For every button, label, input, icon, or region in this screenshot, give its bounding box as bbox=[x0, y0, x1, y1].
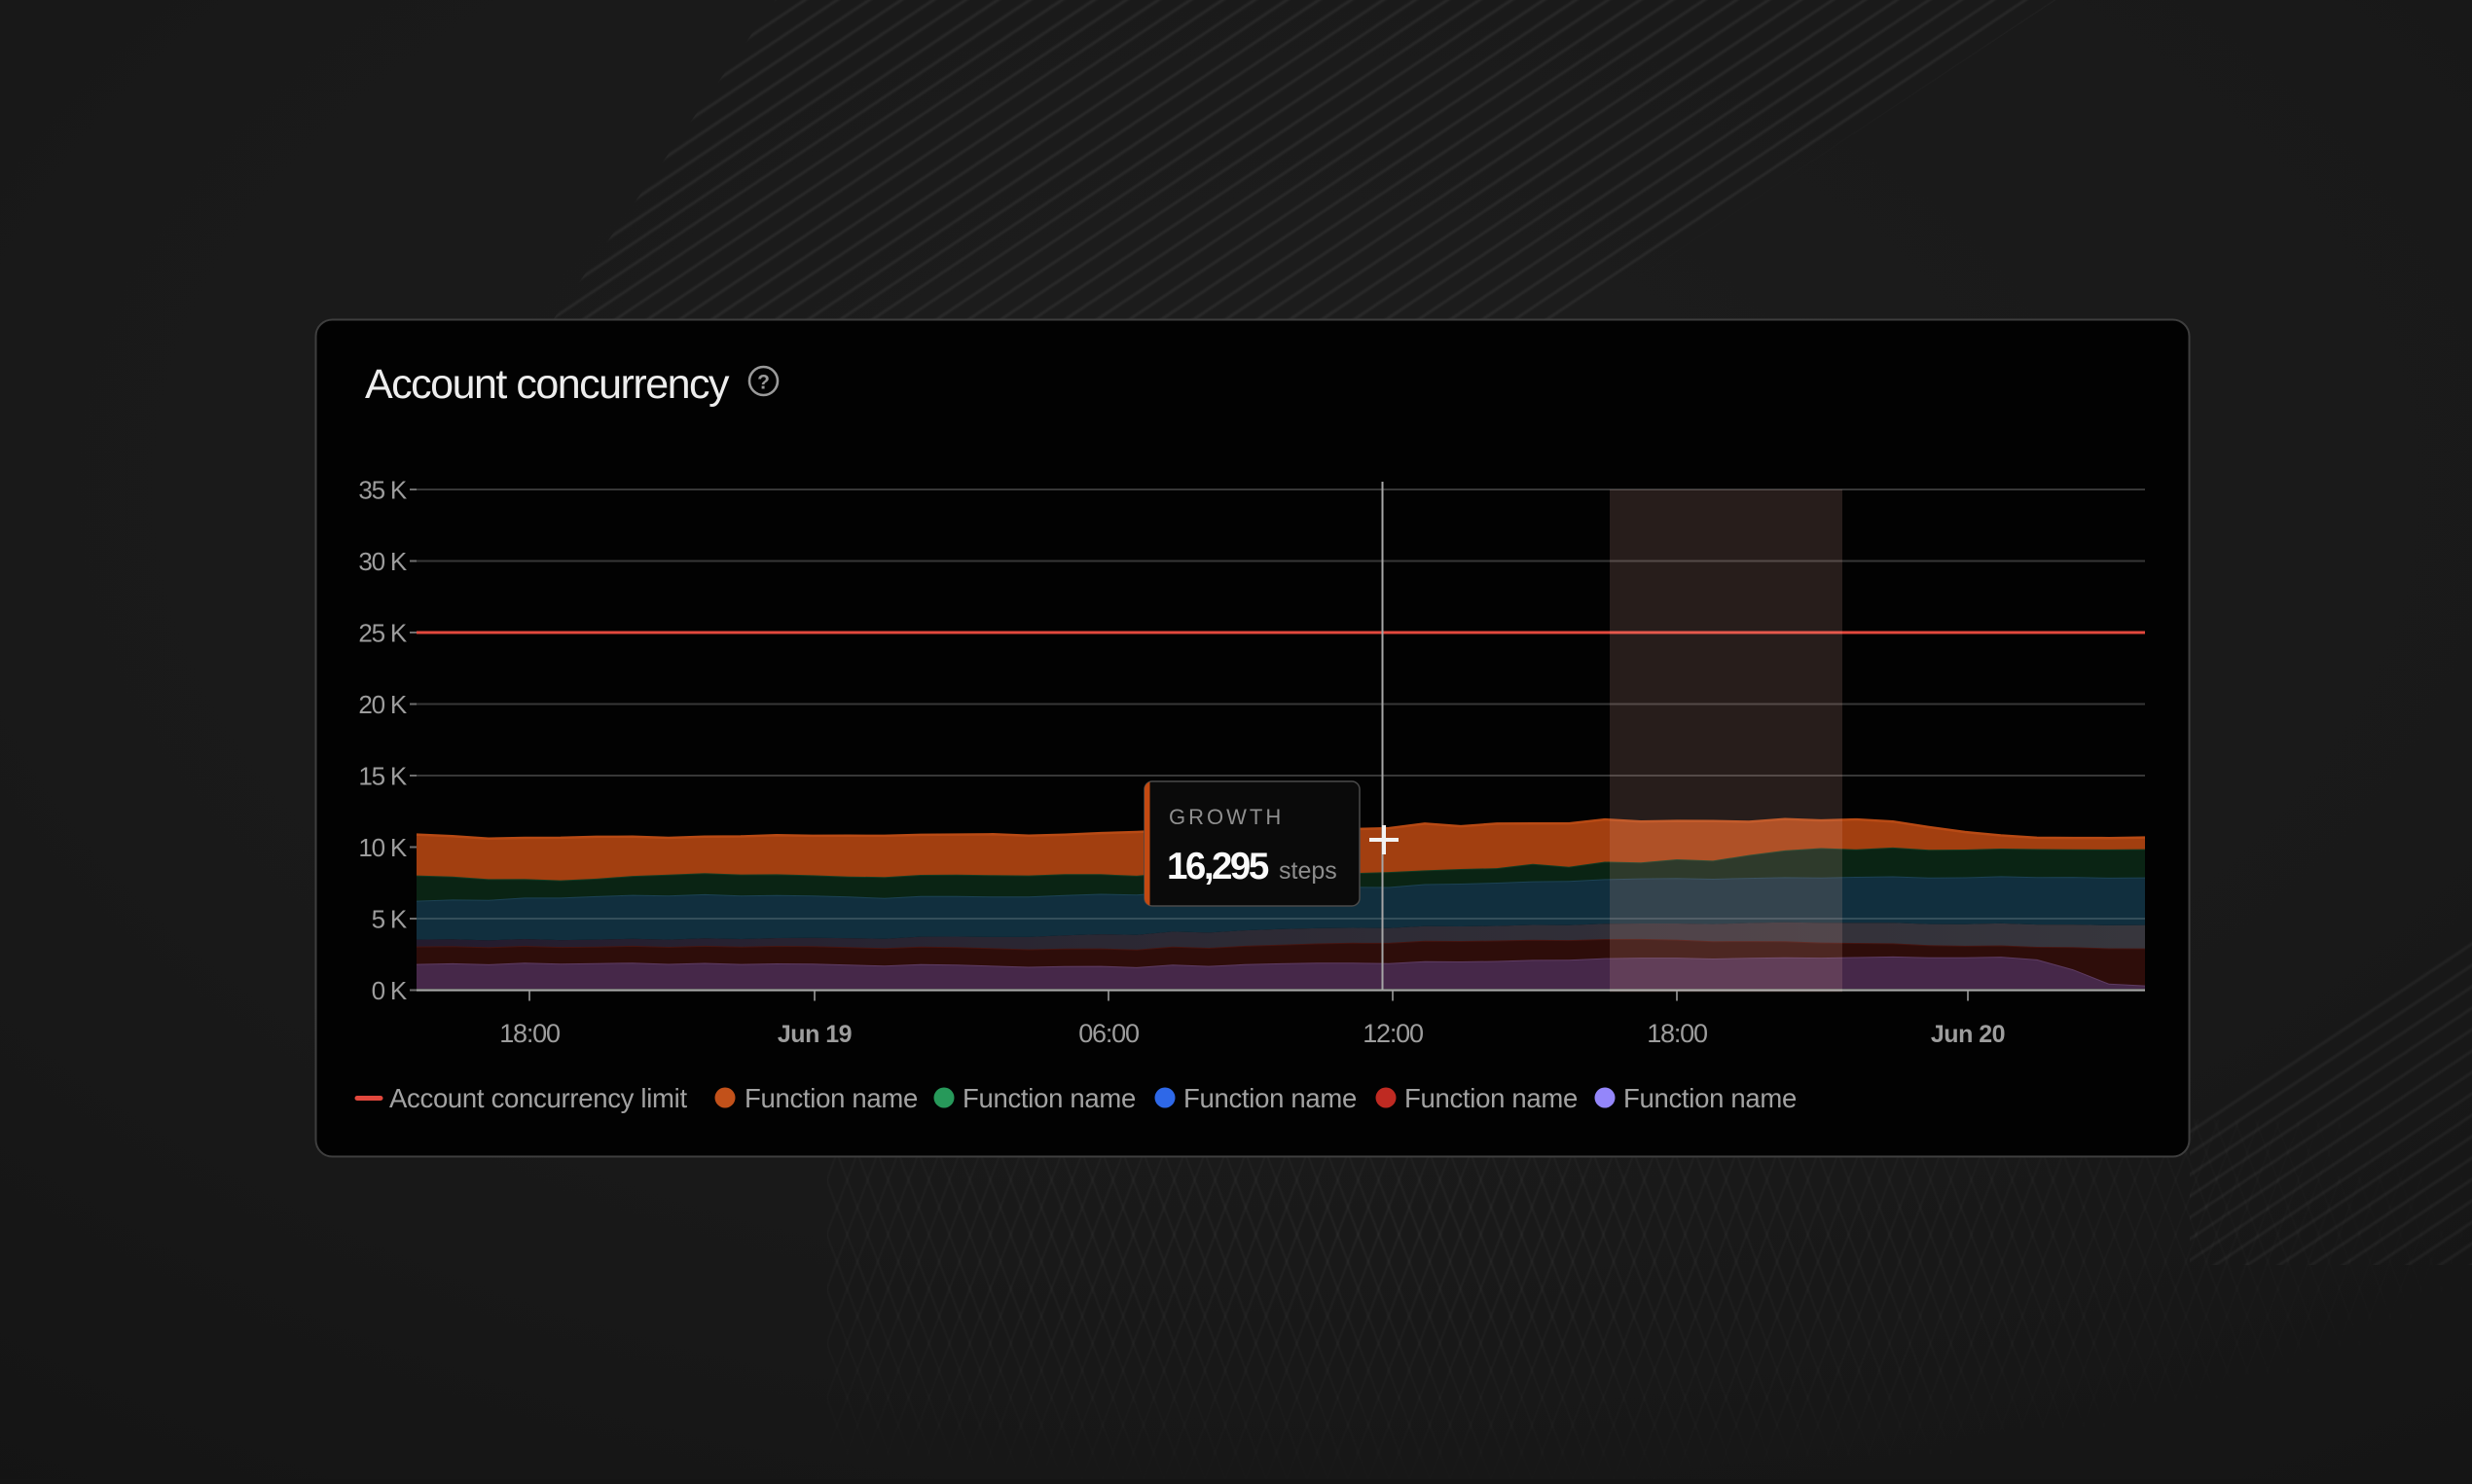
svg-text:Jun 19: Jun 19 bbox=[778, 1021, 852, 1048]
svg-text:5 K: 5 K bbox=[372, 905, 408, 934]
svg-text:Function name: Function name bbox=[745, 1083, 918, 1113]
svg-text:06:00: 06:00 bbox=[1078, 1019, 1139, 1048]
svg-text:30 K: 30 K bbox=[358, 547, 408, 576]
svg-text:18:00: 18:00 bbox=[1647, 1019, 1707, 1048]
svg-text:Function name: Function name bbox=[963, 1083, 1136, 1113]
svg-text:16,295: 16,295 bbox=[1167, 846, 1269, 887]
svg-text:35 K: 35 K bbox=[358, 476, 408, 505]
svg-text:Function name: Function name bbox=[1404, 1083, 1578, 1113]
svg-text:Account concurrency: Account concurrency bbox=[365, 361, 730, 408]
svg-text:25 K: 25 K bbox=[358, 619, 408, 648]
svg-text:Function name: Function name bbox=[1183, 1083, 1357, 1113]
svg-text:10 K: 10 K bbox=[358, 833, 408, 862]
svg-text:?: ? bbox=[757, 372, 770, 394]
svg-text:Account concurrency limit: Account concurrency limit bbox=[389, 1083, 687, 1113]
svg-text:20 K: 20 K bbox=[358, 690, 408, 719]
svg-text:15 K: 15 K bbox=[358, 762, 408, 791]
svg-text:GROWTH: GROWTH bbox=[1169, 805, 1284, 829]
svg-text:Jun 20: Jun 20 bbox=[1931, 1021, 2005, 1048]
svg-text:18:00: 18:00 bbox=[499, 1019, 560, 1048]
svg-text:steps: steps bbox=[1279, 857, 1337, 885]
svg-text:12:00: 12:00 bbox=[1363, 1019, 1423, 1048]
svg-text:Function name: Function name bbox=[1623, 1083, 1797, 1113]
svg-text:0 K: 0 K bbox=[372, 976, 408, 1005]
